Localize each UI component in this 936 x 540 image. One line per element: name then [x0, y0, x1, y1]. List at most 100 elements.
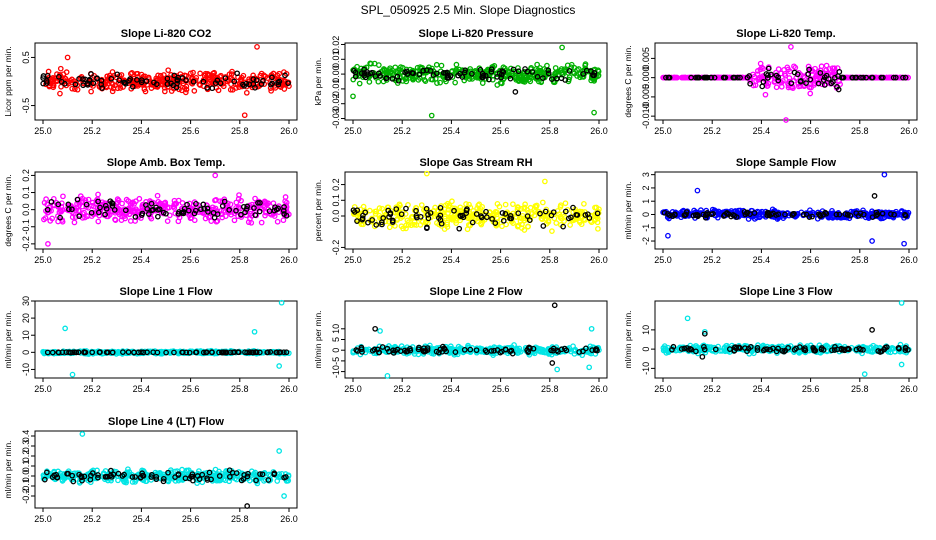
- data-point: [375, 78, 382, 85]
- data-point: [221, 198, 228, 205]
- data-point: [164, 218, 171, 224]
- data-point: [703, 212, 709, 219]
- data-point: [357, 206, 364, 213]
- data-point: [161, 88, 168, 95]
- data-point: [788, 80, 795, 87]
- data-point: [782, 211, 788, 218]
- y-tick-label: 0.2: [21, 169, 31, 182]
- data-point: [818, 63, 825, 70]
- data-point: [666, 74, 673, 81]
- data-point: [898, 208, 905, 214]
- data-point: [574, 212, 581, 218]
- data-point: [161, 204, 168, 210]
- data-point: [860, 211, 867, 218]
- y-axis-label: ml/min per min.: [3, 310, 13, 368]
- data-point: [192, 207, 199, 214]
- y-tick-label: -10: [641, 362, 651, 375]
- data-point: [850, 209, 857, 215]
- data-point: [114, 71, 121, 78]
- data-point: [785, 80, 791, 87]
- data-point: [515, 210, 522, 217]
- panel-title: Slope Line 4 (LT) Flow: [108, 416, 224, 428]
- data-point: [807, 76, 814, 83]
- data-point: [467, 66, 474, 72]
- data-point: [473, 211, 480, 217]
- data-point: [524, 68, 531, 75]
- data-point: [498, 74, 504, 81]
- data-point: [562, 208, 569, 215]
- data-point: [901, 240, 907, 247]
- data-point: [773, 84, 780, 91]
- data-point: [835, 86, 842, 93]
- data-point: [108, 75, 115, 82]
- data-point: [483, 208, 489, 215]
- data-point: [384, 373, 391, 379]
- data-point: [142, 88, 149, 95]
- data-point: [252, 195, 258, 202]
- data-point: [781, 66, 787, 73]
- data-point: [900, 74, 906, 81]
- y-axis-label: ml/min per min.: [623, 310, 633, 368]
- data-point: [798, 77, 804, 84]
- data-point: [815, 80, 822, 87]
- data-point: [567, 222, 574, 228]
- data-point: [545, 70, 552, 77]
- data-point: [48, 198, 55, 205]
- data-point: [222, 213, 229, 219]
- y-tick-label: -10: [21, 363, 31, 376]
- data-point: [423, 67, 430, 73]
- data-point: [437, 217, 444, 223]
- x-tick-label: 26.0: [280, 514, 298, 524]
- data-point: [248, 219, 255, 226]
- x-tick-label: 25.8: [541, 384, 559, 394]
- data-point: [817, 212, 823, 219]
- data-point: [361, 66, 367, 73]
- data-point: [737, 74, 743, 81]
- data-point: [683, 211, 689, 218]
- data-point: [219, 203, 226, 209]
- data-point: [274, 218, 281, 225]
- data-point: [121, 79, 128, 86]
- x-tick-label: 25.2: [703, 384, 721, 394]
- data-point: [267, 85, 274, 92]
- data-point: [240, 81, 246, 88]
- x-tick-label: 25.8: [231, 126, 249, 136]
- data-point: [760, 79, 767, 85]
- data-point: [42, 215, 49, 221]
- data-point: [245, 219, 252, 226]
- data-point: [539, 199, 546, 206]
- data-point: [200, 78, 207, 85]
- data-point: [873, 209, 880, 216]
- data-point: [425, 211, 431, 218]
- data-point: [773, 69, 779, 76]
- data-point: [457, 212, 464, 219]
- data-point: [154, 192, 161, 199]
- data-point: [586, 364, 593, 371]
- data-point: [148, 200, 155, 207]
- data-point: [775, 77, 782, 84]
- data-point: [594, 210, 601, 217]
- data-point: [122, 207, 129, 214]
- data-point: [660, 74, 666, 81]
- data-point: [494, 201, 501, 207]
- data-point: [708, 211, 715, 218]
- data-point: [224, 204, 231, 210]
- data-point: [352, 73, 359, 80]
- y-tick-label: 20: [21, 313, 31, 323]
- data-point: [95, 191, 101, 198]
- data-point: [84, 82, 91, 88]
- data-point: [898, 361, 905, 368]
- data-point: [783, 117, 789, 123]
- data-point: [782, 72, 789, 79]
- data-point: [540, 75, 546, 82]
- x-tick-label: 25.6: [802, 255, 820, 265]
- data-point: [702, 214, 709, 221]
- data-point: [765, 72, 771, 78]
- data-point: [502, 201, 509, 208]
- data-point: [534, 73, 541, 80]
- data-point: [190, 78, 197, 85]
- data-point: [179, 200, 186, 206]
- data-point: [260, 77, 266, 84]
- x-tick-label: 25.6: [492, 384, 510, 394]
